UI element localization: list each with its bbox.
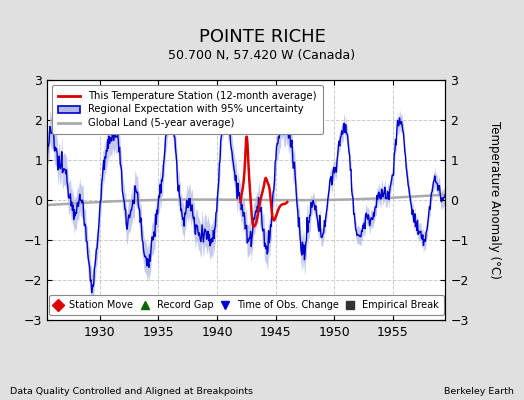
Text: 50.700 N, 57.420 W (Canada): 50.700 N, 57.420 W (Canada) <box>168 49 356 62</box>
Text: Data Quality Controlled and Aligned at Breakpoints: Data Quality Controlled and Aligned at B… <box>10 387 254 396</box>
Y-axis label: Temperature Anomaly (°C): Temperature Anomaly (°C) <box>488 121 501 279</box>
Text: Berkeley Earth: Berkeley Earth <box>444 387 514 396</box>
Legend: Station Move, Record Gap, Time of Obs. Change, Empirical Break: Station Move, Record Gap, Time of Obs. C… <box>49 296 443 315</box>
Text: POINTE RICHE: POINTE RICHE <box>199 28 325 46</box>
